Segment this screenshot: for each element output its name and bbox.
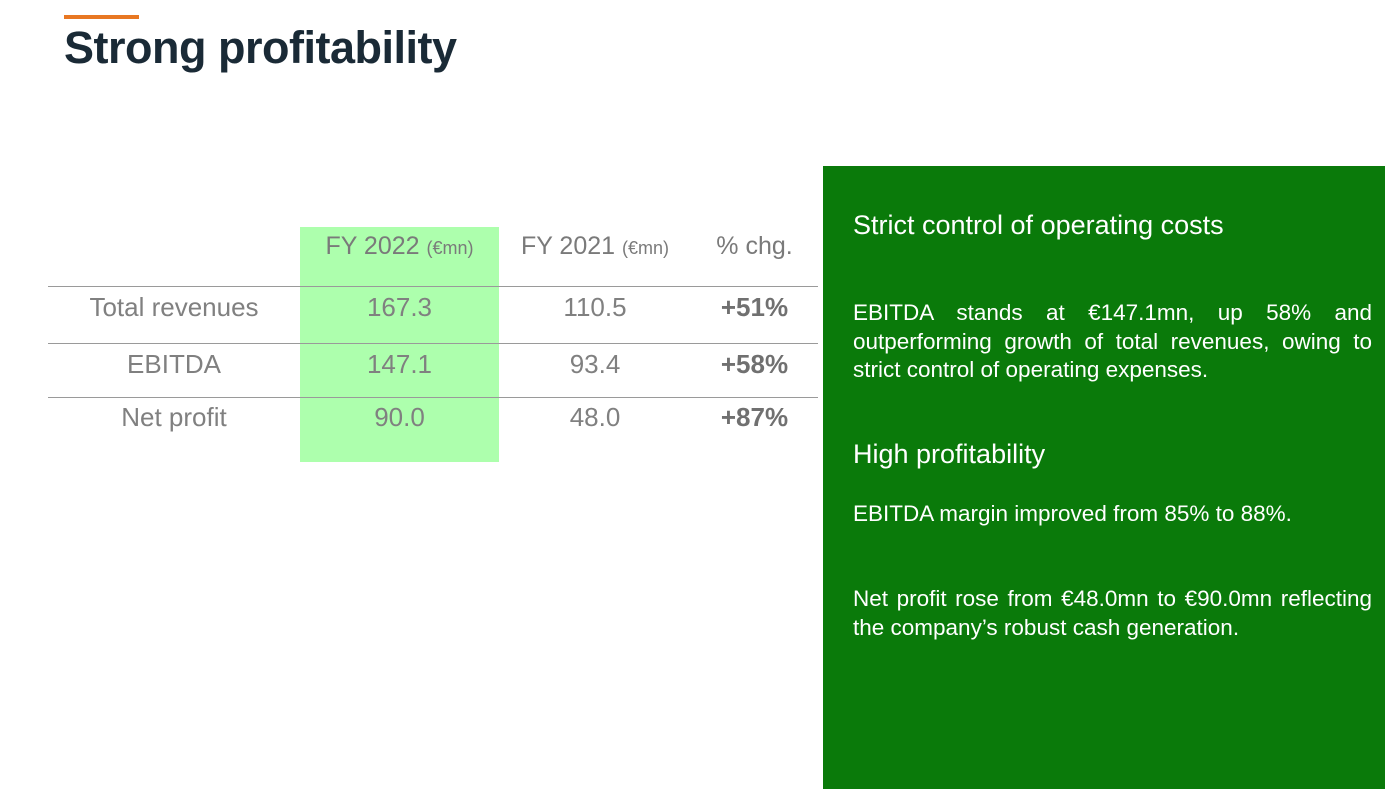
header-fy2021: FY 2021 (€mn) (499, 232, 691, 266)
header-chg-label: % chg. (716, 232, 793, 260)
table-divider (48, 343, 818, 344)
header-fy2022-unit: (€mn) (426, 238, 474, 258)
title-accent-bar (64, 15, 139, 19)
table-divider (48, 397, 818, 398)
cell-chg: +51% (720, 292, 789, 322)
header-fy2022-label: FY 2022 (325, 232, 420, 260)
panel-paragraph-ebitda: EBITDA stands at €147.1mn, up 58% and ou… (853, 300, 1372, 382)
header-chg: % chg. (691, 232, 818, 266)
fy2022-highlight (300, 227, 499, 462)
cell-fy2021: 93.4 (569, 349, 621, 379)
cell-fy2021: 110.5 (563, 292, 627, 322)
panel-paragraph-net-profit: Net profit rose from €48.0mn to €90.0mn … (853, 586, 1372, 640)
cell-fy2021: 48.0 (569, 402, 621, 432)
header-fy2021-unit: (€mn) (622, 238, 670, 258)
header-fy2022: FY 2022 (€mn) (300, 232, 499, 266)
row-label: Total revenues (89, 292, 259, 322)
header-fy2021-label: FY 2021 (520, 232, 616, 260)
cell-chg: +58% (720, 349, 789, 379)
panel-heading-profitability: High profitability (853, 439, 1046, 469)
cell-fy2022: 90.0 (374, 402, 425, 432)
panel-heading-costs: Strict control of operating costs (853, 210, 1224, 240)
highlights-panel: Strict control of operating costs EBITDA… (823, 166, 1385, 789)
row-label: EBITDA (127, 349, 221, 379)
panel-paragraph-margin: EBITDA margin improved from 85% to 88%. (853, 501, 1292, 526)
cell-fy2022: 147.1 (366, 349, 433, 379)
page-title: Strong profitability (64, 22, 457, 73)
cell-chg: +87% (720, 402, 789, 432)
cell-fy2022: 167.3 (366, 292, 433, 322)
row-label: Net profit (121, 402, 227, 432)
table-divider (48, 286, 818, 287)
